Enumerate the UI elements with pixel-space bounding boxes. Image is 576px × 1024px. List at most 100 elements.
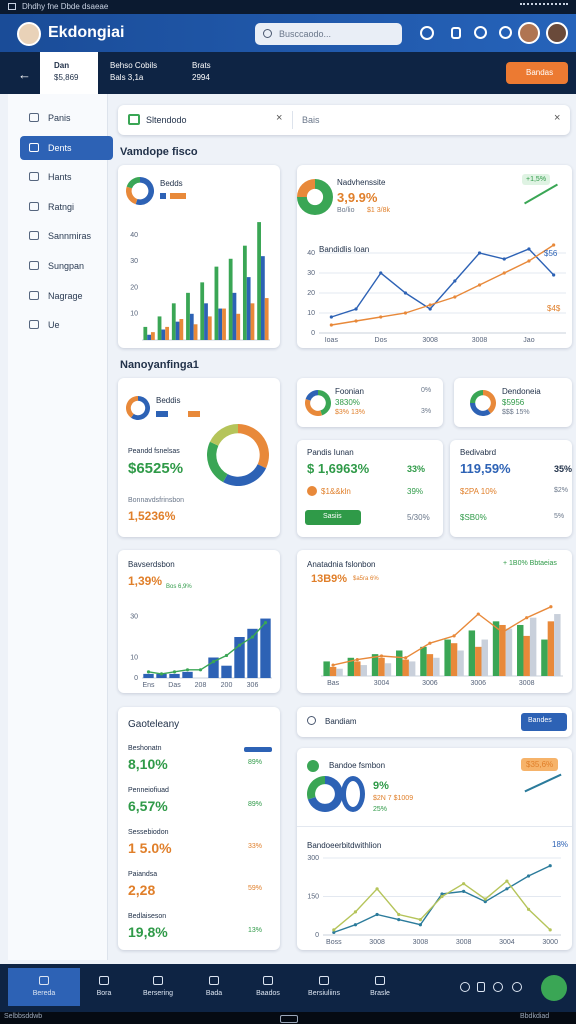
sidebar-item[interactable]: Nagrage — [20, 284, 113, 308]
line-point — [354, 307, 358, 311]
filter-field[interactable]: Bais — [302, 115, 320, 125]
divider — [292, 111, 293, 129]
trend-arrow — [524, 183, 558, 205]
y-tick-label: 0 — [134, 675, 138, 682]
card-title: Beddis — [156, 396, 181, 405]
donut-slice — [223, 464, 267, 486]
sidebar-icon — [29, 261, 39, 270]
filter-chip[interactable]: Sltendodo — [146, 115, 187, 125]
sidebar-item[interactable]: Sannmiras — [20, 224, 113, 248]
value: 1,5236% — [128, 509, 176, 523]
line-point — [397, 912, 401, 917]
nav-item[interactable]: Bersering — [128, 968, 188, 1006]
tab[interactable]: Behso Cobils Bals 3,1a — [108, 52, 186, 94]
line-point — [353, 923, 358, 927]
line-point — [329, 323, 333, 327]
line-point — [198, 668, 203, 672]
sidebar-item[interactable]: Ratngi — [20, 195, 113, 219]
list-label: Bedlaiseson — [128, 913, 167, 920]
sidebar-item[interactable]: Panis — [20, 106, 113, 130]
line-point — [329, 315, 333, 319]
search-box[interactable]: Busccaodo... — [255, 23, 402, 45]
header-icon[interactable] — [451, 27, 461, 39]
chart-title: Bandoeerbitdwithlion — [307, 841, 382, 850]
x-tick-label: Dos — [375, 337, 388, 344]
tab[interactable]: Dan $5,869 — [40, 52, 98, 94]
nav-avatar[interactable] — [541, 975, 567, 1001]
chip-icon — [128, 114, 140, 125]
list-value: 2,28 — [128, 882, 156, 898]
donut — [297, 179, 333, 215]
mini-donut — [126, 177, 154, 205]
sidebar-icon — [29, 172, 39, 182]
line — [331, 248, 555, 318]
chip-close[interactable]: × — [276, 112, 283, 124]
bar — [529, 617, 537, 676]
nav-icon[interactable] — [512, 982, 522, 992]
bar — [402, 659, 409, 676]
line-chart: 0 150 300 Boss 3008 3008 3008 3004 3000 — [307, 855, 561, 946]
legend-swatch — [170, 193, 186, 199]
line-point — [355, 658, 359, 662]
bar — [165, 326, 170, 340]
annotation: 18% — [552, 840, 569, 849]
line-point — [237, 643, 242, 647]
nav-item[interactable]: Brasle — [350, 968, 410, 1006]
nav-icon[interactable] — [493, 982, 503, 992]
line-point — [159, 672, 164, 676]
search-text[interactable]: Bandiam — [325, 717, 357, 726]
nav-icon[interactable] — [460, 982, 470, 992]
card: Bedivabrd 119,59% 35% $2PA 10% $2% $SB0%… — [450, 440, 572, 537]
action-button[interactable]: Bandas — [506, 62, 568, 84]
tab-value: 2994 — [192, 73, 210, 82]
nav-icon — [375, 976, 385, 985]
header-icon[interactable] — [420, 26, 434, 40]
nav-item[interactable]: Bersiuliins — [294, 968, 354, 1006]
header-icon[interactable] — [474, 26, 487, 39]
nav-item[interactable]: Baados — [238, 968, 298, 1006]
line-point — [211, 660, 216, 664]
bar — [169, 673, 180, 678]
filter-bar: Sltendodo × Bais × — [118, 105, 570, 135]
back-button[interactable]: ← — [18, 67, 31, 82]
sidebar: Panis Dents Hants Ratngi Sannmiras Sungpan Nag… — [8, 94, 113, 960]
header-icon[interactable] — [499, 26, 512, 39]
button[interactable]: Bandes — [521, 713, 567, 731]
y-tick-label: 0 — [311, 330, 315, 337]
sidebar-item[interactable]: Dents — [20, 135, 113, 160]
donut-slice — [470, 390, 483, 403]
status-text: Dhdhy fne Dbde dsaeae — [22, 2, 109, 11]
list-label: Sessebiodon — [128, 829, 169, 836]
nav-icon[interactable] — [477, 982, 485, 992]
card: Bedds 10 20 30 40 — [118, 165, 280, 348]
nav-label: Bada — [205, 990, 223, 997]
avatar[interactable] — [17, 22, 41, 46]
y-tick-label: 0 — [315, 932, 319, 939]
y-tick-label: 150 — [307, 893, 319, 900]
nav-item[interactable]: Bereda — [8, 968, 80, 1006]
user-avatar[interactable] — [546, 22, 568, 44]
nav-item[interactable]: Bada — [184, 968, 244, 1006]
sidebar-item[interactable]: Hants — [20, 165, 113, 189]
sidebar-item[interactable]: Ue — [20, 313, 113, 337]
line-point — [403, 311, 408, 315]
y-tick-label: 30 — [130, 258, 138, 265]
bar — [457, 650, 464, 676]
line-point — [527, 259, 531, 263]
nav-item[interactable]: Bora — [74, 968, 134, 1006]
sidebar-item[interactable]: Sungpan — [20, 254, 113, 278]
bar — [182, 671, 193, 678]
card: Bandoe fsmbon $35,6% 9% $2N 7 $1009 25% … — [297, 748, 572, 950]
button[interactable]: Sasiis — [305, 510, 361, 525]
search-card: Bandiam Bandes — [297, 707, 572, 737]
list-delta: 89% — [248, 759, 263, 766]
card-value: 9% — [373, 780, 389, 792]
tab[interactable]: Brats 2994 — [190, 52, 240, 94]
bar — [523, 635, 530, 676]
user-avatar[interactable] — [518, 22, 540, 44]
card-title: Nadvhenssite — [337, 178, 386, 187]
bar — [186, 292, 190, 340]
card-value: 119,59% — [460, 461, 511, 476]
field-close[interactable]: × — [554, 112, 561, 124]
line — [332, 606, 552, 666]
